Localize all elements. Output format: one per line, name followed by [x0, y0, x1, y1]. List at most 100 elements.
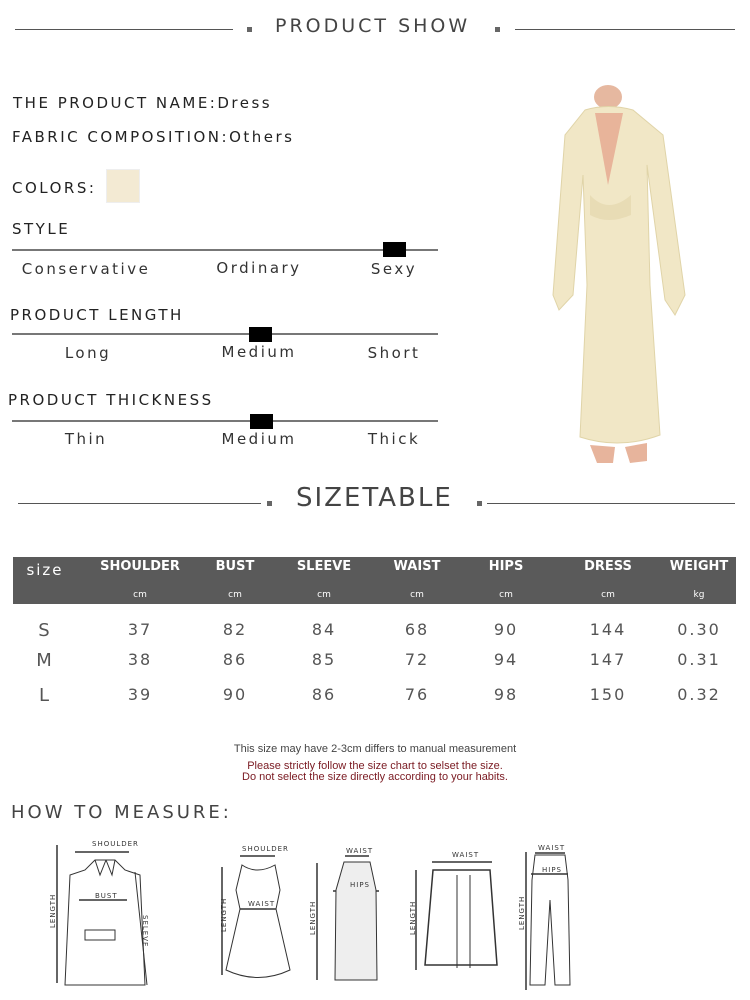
table-cell: 39: [127, 685, 153, 704]
size-table-header: [13, 557, 736, 604]
length-scale-marker: [249, 327, 272, 342]
thickness-option-medium: Medium: [221, 430, 297, 448]
table-cell: 94: [493, 650, 519, 669]
table-cell: 86: [222, 650, 248, 669]
length-option-medium: Medium: [221, 343, 297, 361]
coat-length-label: LENGTH: [49, 894, 57, 928]
size-warning-1: Please strictly follow the size chart to…: [247, 760, 503, 772]
table-cell: 144: [589, 620, 627, 639]
skirt-length-label: LENGTH: [309, 901, 317, 935]
style-option-sexy: Sexy: [370, 260, 418, 278]
skirt-diagram: WAIST HIPS LENGTH: [309, 847, 379, 981]
divider: [487, 503, 735, 504]
size-note: This size may have 2-3cm differs to manu…: [233, 743, 517, 755]
table-cell: 68: [404, 620, 430, 639]
fabric-composition: FABRIC COMPOSITION:Others: [12, 128, 294, 146]
section-title-sizetable: SIZETABLE: [296, 483, 453, 513]
table-cell: 0.32: [677, 685, 721, 704]
table-cell: 84: [311, 620, 337, 639]
product-name-value: Dress: [217, 94, 273, 112]
fabric-value: Others: [229, 128, 295, 146]
product-photo-dress: [535, 85, 705, 470]
divider: [15, 29, 233, 30]
style-scale-track: [12, 249, 438, 251]
pants-hips-label: HIPS: [542, 866, 562, 874]
divider: [515, 29, 735, 30]
column-header: SLEEVE: [296, 559, 352, 574]
column-header: WAIST: [393, 559, 441, 574]
table-cell: 85: [311, 650, 337, 669]
table-cell: 90: [493, 620, 519, 639]
length-option-short: Short: [367, 344, 421, 362]
column-header: size: [26, 561, 64, 579]
column-header: BUST: [215, 559, 255, 574]
size-cell: L: [38, 685, 52, 706]
coat-bust-label: BUST: [95, 892, 118, 900]
length-option-long: Long: [64, 344, 112, 362]
column-unit: cm: [228, 590, 242, 600]
column-unit: cm: [317, 590, 331, 600]
length-scale-track: [12, 333, 438, 335]
divider-dot: [495, 27, 500, 32]
measure-illustrations: SHOULDER BUST LENGTH SELEVE SHOULDER WAI…: [49, 840, 571, 990]
product-name-label: THE PRODUCT NAME:: [13, 94, 218, 112]
coat-shoulder-label: SHOULDER: [92, 840, 139, 848]
table-cell: 72: [404, 650, 430, 669]
thickness-scale-track: [12, 420, 438, 422]
style-scale-marker: [383, 242, 406, 257]
column-unit: cm: [601, 590, 615, 600]
style-title: STYLE: [12, 220, 71, 238]
column-unit: kg: [693, 590, 705, 600]
divider-dot: [247, 27, 252, 32]
table-cell: 0.30: [677, 620, 721, 639]
divider-dot: [267, 501, 272, 506]
coat-sleeve-label: SELEVE: [141, 915, 149, 947]
pants-diagram: WAIST HIPS LENGTH: [518, 844, 571, 990]
table-cell: 98: [493, 685, 519, 704]
column-unit: cm: [410, 590, 424, 600]
table-cell: 0.31: [677, 650, 721, 669]
shorts-skirt-waist-label: WAIST: [452, 851, 479, 859]
size-warning-2: Do not select the size directly accordin…: [242, 771, 508, 783]
table-cell: 147: [589, 650, 627, 669]
divider: [18, 503, 261, 504]
table-cell: 82: [222, 620, 248, 639]
color-swatch[interactable]: [106, 169, 140, 203]
length-title: PRODUCT LENGTH: [10, 306, 184, 324]
shorts-skirt-diagram: WAIST LENGTH: [409, 851, 498, 970]
thickness-option-thick: Thick: [367, 430, 421, 448]
shorts-skirt-length-label: LENGTH: [409, 901, 417, 935]
column-header: WEIGHT: [669, 559, 729, 574]
table-cell: 90: [222, 685, 248, 704]
dress-diagram: SHOULDER WAIST LENGTH: [220, 845, 291, 978]
coat-diagram: SHOULDER BUST LENGTH SELEVE: [49, 840, 149, 986]
pants-waist-label: WAIST: [538, 844, 565, 852]
fabric-label: FABRIC COMPOSITION:: [12, 128, 230, 146]
table-cell: 76: [404, 685, 430, 704]
size-cell: M: [36, 650, 54, 671]
dress-waist-label: WAIST: [248, 900, 275, 908]
column-header: HIPS: [488, 559, 524, 574]
style-option-conservative: Conservative: [21, 260, 151, 278]
table-cell: 37: [127, 620, 153, 639]
table-cell: 86: [311, 685, 337, 704]
section-title-product-show: PRODUCT SHOW: [275, 15, 471, 37]
table-cell: 38: [127, 650, 153, 669]
column-unit: cm: [499, 590, 513, 600]
dress-length-label: LENGTH: [220, 898, 228, 932]
style-option-ordinary: Ordinary: [216, 259, 302, 277]
divider-dot: [477, 501, 482, 506]
thickness-option-thin: Thin: [64, 430, 108, 448]
dress-shoulder-label: SHOULDER: [242, 845, 289, 853]
how-to-measure-title: HOW TO MEASURE:: [11, 802, 232, 823]
size-cell: S: [38, 620, 52, 641]
column-header: SHOULDER: [100, 559, 180, 574]
thickness-scale-marker: [250, 414, 273, 429]
table-cell: 150: [589, 685, 627, 704]
column-unit: cm: [133, 590, 147, 600]
column-header: DRESS: [584, 559, 632, 574]
product-name: THE PRODUCT NAME:Dress: [13, 94, 272, 112]
thickness-title: PRODUCT THICKNESS: [8, 391, 214, 409]
pants-length-label: LENGTH: [518, 896, 526, 930]
